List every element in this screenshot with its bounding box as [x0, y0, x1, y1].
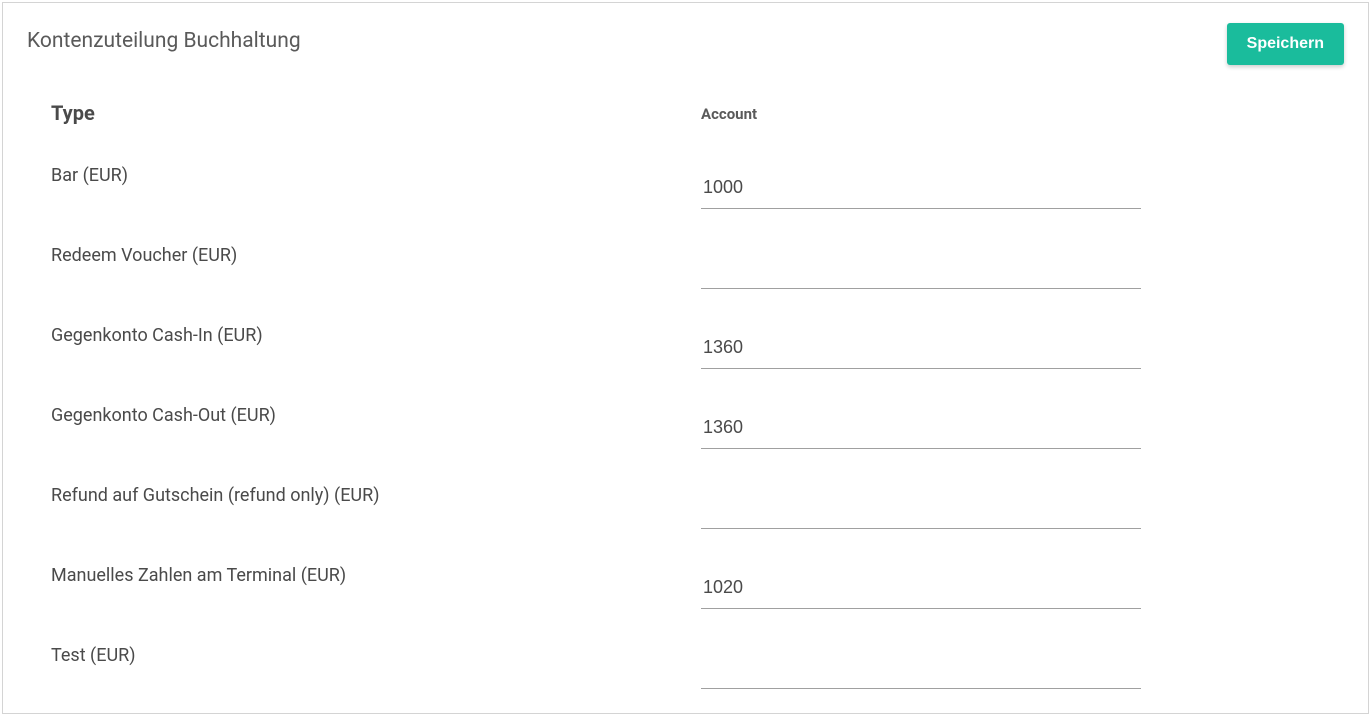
account-allocation-panel: Kontenzuteilung Buchhaltung Speichern Ty…: [2, 2, 1369, 714]
panel-content: Type Account Bar (EUR) Redeem Voucher (EU…: [27, 101, 1344, 721]
type-label: Manuelles Zahlen am Terminal (EUR): [51, 561, 701, 586]
type-label: Gegenkonto Cash-Out (EUR): [51, 401, 701, 426]
type-label: Refund auf Gutschein (refund only) (EUR): [51, 481, 701, 506]
account-input[interactable]: [701, 489, 1141, 529]
save-button[interactable]: Speichern: [1227, 23, 1344, 65]
table-row: Redeem Voucher (EUR): [51, 241, 1320, 321]
account-input[interactable]: [701, 569, 1141, 609]
account-input[interactable]: [701, 409, 1141, 449]
type-label: Test (EUR): [51, 641, 701, 666]
account-column-header: Account: [701, 101, 757, 125]
table-row: Gegenkonto Cash-Out (EUR): [51, 401, 1320, 481]
table-row: Bar (EUR): [51, 161, 1320, 241]
type-column-header: Type: [51, 101, 701, 125]
account-input[interactable]: [701, 329, 1141, 369]
account-input[interactable]: [701, 249, 1141, 289]
type-label: Redeem Voucher (EUR): [51, 241, 701, 266]
columns-header: Type Account: [51, 101, 1320, 125]
rows-container: Bar (EUR) Redeem Voucher (EUR) Gegenkonto …: [51, 161, 1320, 721]
account-input[interactable]: [701, 169, 1141, 209]
type-label: Gegenkonto Cash-In (EUR): [51, 321, 701, 346]
panel-header: Kontenzuteilung Buchhaltung Speichern: [27, 23, 1344, 65]
table-row: Test (EUR): [51, 641, 1320, 721]
panel-title: Kontenzuteilung Buchhaltung: [27, 29, 301, 53]
table-row: Gegenkonto Cash-In (EUR): [51, 321, 1320, 401]
table-row: Manuelles Zahlen am Terminal (EUR): [51, 561, 1320, 641]
account-input[interactable]: [701, 649, 1141, 689]
type-label: Bar (EUR): [51, 161, 701, 186]
table-row: Refund auf Gutschein (refund only) (EUR): [51, 481, 1320, 561]
